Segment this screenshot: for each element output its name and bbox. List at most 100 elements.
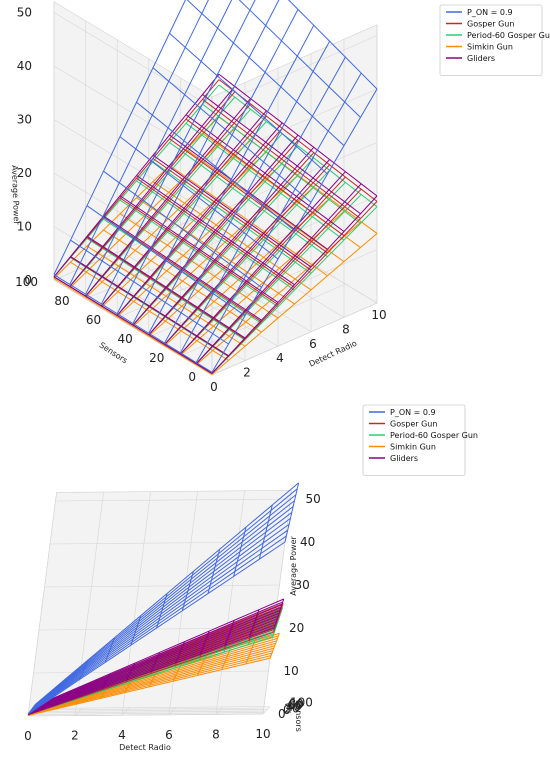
x-tick-label: 6 [309,337,317,351]
wire-line [195,183,362,365]
x-tick-label: 10 [371,308,386,322]
wire-line [53,84,220,278]
y-tick-label: 60 [287,699,302,713]
wire-line [30,517,291,711]
wire-line [69,96,236,287]
wire-line [101,110,267,307]
x-tick-label: 4 [118,728,126,742]
gridline [211,302,378,376]
x-tick-label: 8 [212,727,220,741]
wire-line [100,0,256,305]
x-tick-label: 0 [24,729,32,743]
gridline [85,226,251,300]
wire-line [101,121,267,307]
y-tick-label: 80 [54,294,69,308]
gridline [211,88,378,162]
wire-line [211,206,378,374]
z-tick-label: 30 [17,113,32,127]
y-tick-label: 60 [86,313,101,327]
wire-line [30,650,274,714]
wire-line [211,201,378,374]
gridline [53,119,213,215]
y-tick-label: 40 [118,332,133,346]
wire-line [32,610,281,710]
y-tick-label: 40 [286,700,301,714]
wire-line [148,152,315,336]
x-tick-label: 8 [342,322,350,336]
z-tick-label: 0 [278,707,286,721]
wire-line [27,627,275,716]
gridline [53,207,220,281]
z-tick-label: 50 [306,492,321,506]
gridline [30,710,266,714]
wire-line [53,116,220,279]
gridline [27,492,57,717]
legend-label: P_ON = 0.9 [390,408,436,417]
wire-line [116,133,283,316]
y-tick-label: 100 [15,275,38,289]
gridline [117,245,283,319]
z-tick-label: 20 [289,621,304,635]
wire-line [148,157,315,336]
wire-line [30,615,279,712]
gridline [32,709,268,712]
series-wireframe-2 [53,84,378,374]
series-wireframe-0 [53,0,378,373]
wire-line [28,636,274,716]
gridline [53,226,213,322]
wire-line [179,56,346,354]
z-tick-label: 40 [300,535,315,549]
y-tick-label: 0 [283,703,291,717]
wire-line [85,0,233,295]
wire-line [69,0,209,285]
x-tick-label: 2 [243,366,251,380]
wire-line [32,506,294,709]
wire-line [34,601,283,708]
wire-line [35,598,284,707]
wire-line [27,541,286,715]
x-tick-label: 2 [71,729,79,743]
wire-line [85,98,251,297]
legend-label: Gliders [467,54,495,63]
series-wireframe-4 [27,598,285,716]
wire-line [272,607,284,637]
x-tick-label: 10 [255,727,270,741]
series-wireframe-0 [27,482,300,715]
x-tick-label: 0 [210,380,218,394]
wire-line [116,0,280,314]
z-tick-label: 30 [295,578,310,592]
wire-line [132,9,299,324]
series-wireframe-4 [53,73,378,374]
z-tick-label: 20 [17,166,32,180]
x-tick-label: 6 [165,728,173,742]
legend-label: Gosper Gun [390,420,437,429]
legend-label: Gosper Gun [467,20,514,29]
wire-line [30,523,290,712]
wire-line [29,529,289,713]
legend-label: P_ON = 0.9 [467,8,513,17]
gridline [53,172,213,269]
wire-line [116,127,283,316]
wire-line [33,500,295,708]
y-tick-label: 80 [289,697,304,711]
gridline [211,249,378,322]
wire-line [28,535,287,714]
wire-line [28,624,276,715]
gridline [29,712,265,715]
z-tick-label: 10 [17,220,32,234]
y-tick-label: 100 [290,696,313,710]
gridline [53,65,213,162]
gridline [49,541,286,545]
wire-line [272,603,284,633]
wire-line [27,657,271,717]
wire-line [180,171,346,355]
wire-line [32,607,282,710]
z-tick-label: 0 [24,273,32,287]
z-axis-label: Average Power [289,536,298,596]
wire-line [53,0,186,275]
wire-line [85,103,251,297]
wire-line [211,195,378,374]
gridline [34,706,271,709]
y-tick-label: 0 [188,370,196,384]
